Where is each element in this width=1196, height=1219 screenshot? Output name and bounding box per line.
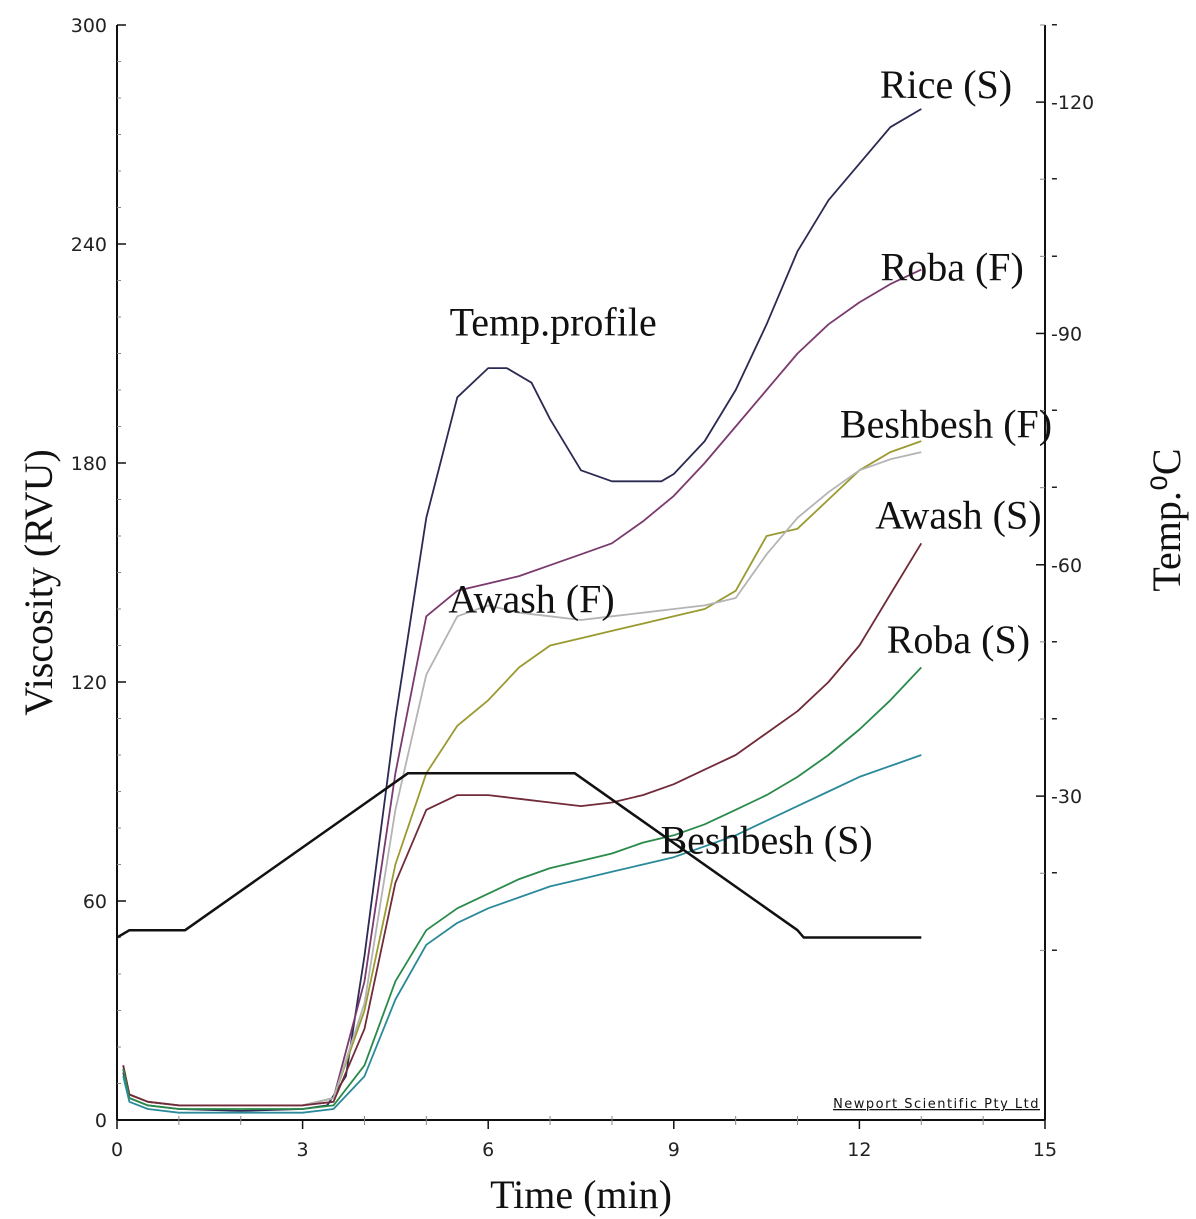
labels-group: Time (min) Viscosity (RVU) Temp.⁰C Newport … <box>16 62 1189 1217</box>
axes-group: 0 3 6 9 12 15 0 60 120 180 240 300 -30 -60 -90 -120 - - - -… <box>71 13 1094 1161</box>
y2-tick-label: -120 <box>1051 92 1094 114</box>
y-axis-title: Viscosity (RVU) <box>16 449 61 716</box>
series-label-roba-s: Roba (S) <box>887 617 1030 662</box>
y2-minor-dash: - <box>1051 707 1058 729</box>
y2-minor-dash: - <box>1051 167 1058 189</box>
series-label-awash-f: Awash (F) <box>448 577 614 622</box>
y-tick-label: 240 <box>71 234 107 256</box>
series-line-awash-f <box>122 451 922 1107</box>
series-line-awash-s <box>122 542 923 1107</box>
x-tick-label: 6 <box>482 1139 494 1161</box>
series-label-temp-profile: Temp.profile <box>450 299 657 344</box>
y2-minor-dash: - <box>1051 861 1058 883</box>
y2-tick-label: -60 <box>1051 555 1082 577</box>
y2-tick-label: -30 <box>1051 786 1082 808</box>
series-line-roba-f <box>122 268 922 1107</box>
y2-minor-dash: - <box>1051 938 1058 960</box>
x-axis-title: Time (min) <box>490 1172 672 1217</box>
series-label-awash-s: Awash (S) <box>875 493 1041 538</box>
y-tick-label: 120 <box>71 672 107 694</box>
y-tick-label: 60 <box>83 891 107 913</box>
y2-minor-dash: - <box>1051 476 1058 498</box>
x-tick-label: 9 <box>668 1139 680 1161</box>
series-label-roba-f: Roba (F) <box>881 245 1024 290</box>
x-tick-label: 15 <box>1033 1139 1057 1161</box>
y2-axis-title: Temp.⁰C <box>1144 448 1189 591</box>
y2-minor-dash: - <box>1051 244 1058 266</box>
y2-minor-dash: - <box>1051 630 1058 652</box>
series-group <box>116 108 923 1114</box>
y-tick-label: 180 <box>71 453 107 475</box>
credit-text: Newport Scientific Pty Ltd <box>833 1097 1040 1112</box>
y-tick-label: 300 <box>71 15 107 37</box>
series-label-beshbesh-s: Beshbesh (S) <box>660 818 872 863</box>
x-tick-label: 12 <box>847 1139 871 1161</box>
y2-tick-label: -90 <box>1051 323 1082 345</box>
series-label-rice-s: Rice (S) <box>880 62 1012 107</box>
series-label-beshbesh-f: Beshbesh (F) <box>840 401 1052 446</box>
series-line-temp-profile <box>116 772 922 939</box>
y-tick-label: 0 <box>95 1110 107 1132</box>
series-line-beshbesh-s <box>122 754 922 1114</box>
y2-minor-dash: - <box>1051 399 1058 421</box>
x-tick-label: 0 <box>111 1139 123 1161</box>
y2-minor-dash: - <box>1051 13 1058 35</box>
series-line-roba-s <box>122 666 922 1110</box>
x-tick-label: 3 <box>297 1139 309 1161</box>
